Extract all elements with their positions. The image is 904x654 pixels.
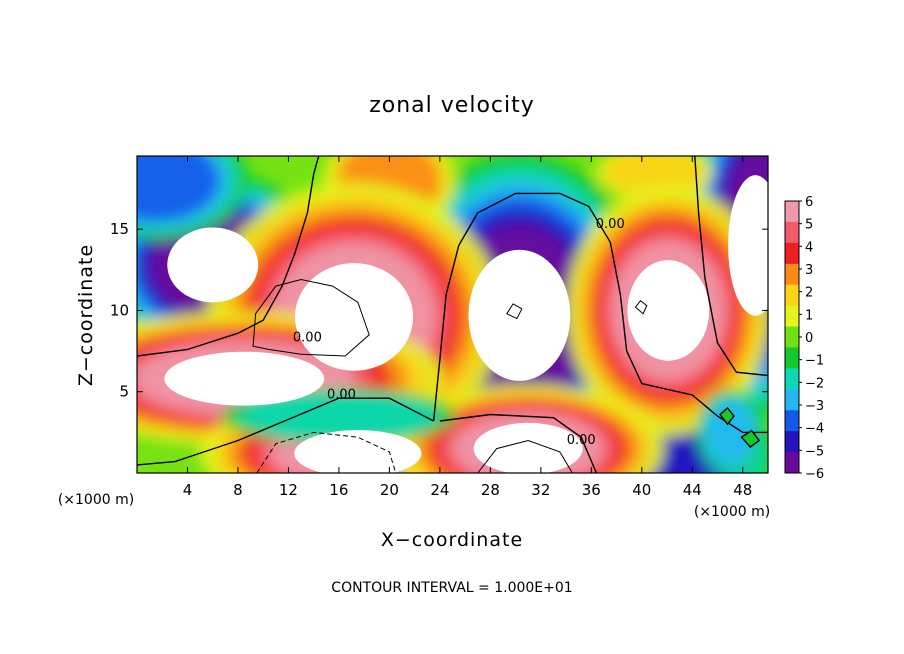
field-level [137, 156, 220, 222]
colorbar-swatch [785, 284, 799, 307]
out-of-range-core [728, 175, 768, 316]
colorbar-tick-label: 1 [805, 308, 813, 323]
zero-contour [432, 192, 768, 434]
x-tick-label: 44 [683, 481, 702, 499]
colorbar-tick-label: −5 [805, 444, 824, 459]
colorbar-tick-label: 6 [805, 195, 813, 210]
colorbar-swatch [785, 263, 799, 286]
plot-area: 0.00 0.00 0.00 0.00 [136, 155, 769, 474]
x-tick-label: 24 [430, 481, 449, 499]
x-tick-label: 40 [632, 481, 651, 499]
out-of-range-core [164, 351, 325, 406]
contour-label: 0.00 [596, 217, 625, 232]
field-level [237, 391, 440, 441]
colorbar-swatch [785, 431, 799, 453]
field-feature [137, 156, 250, 241]
out-of-range-core [294, 430, 422, 473]
contour-interval-note: CONTOUR INTERVAL = 1.000E+01 [331, 580, 572, 596]
y-tick-label: 15 [110, 220, 129, 238]
x-tick-label: 12 [279, 481, 298, 499]
plot-frame [136, 155, 769, 474]
colorbar-swatch [785, 389, 799, 411]
contour-loop [506, 303, 523, 320]
contour-label: 0.00 [293, 331, 322, 346]
contour-loop [740, 429, 761, 448]
x-axis: 4 8 12 16 20 24 28 32 36 40 44 48 [183, 156, 752, 499]
colorbar-tick-label: −3 [805, 399, 824, 414]
zero-contour [439, 413, 598, 473]
colorbar-tick-label: −4 [805, 422, 824, 437]
contour-loop [252, 278, 370, 357]
colorbar-tick-label: −1 [805, 354, 824, 369]
x-unit-label: (×1000 m) [694, 504, 770, 520]
colorbar-swatch [785, 347, 799, 369]
x-tick-label: 8 [233, 481, 243, 499]
y-tick-label: 10 [110, 301, 129, 319]
velocity-field [137, 156, 768, 473]
zero-contour [137, 156, 320, 357]
x-tick-label: 48 [733, 481, 752, 499]
colorbar-tick-label: 4 [805, 240, 813, 255]
contour-loop [634, 299, 648, 315]
colorbar-swatch [785, 221, 799, 244]
out-of-range-core [627, 260, 710, 361]
colorbar-tick-label: 3 [805, 263, 813, 278]
chart-title: zonal velocity [369, 93, 535, 118]
x-tick-label: 20 [380, 481, 399, 499]
zero-contour [137, 397, 434, 466]
colorbar-swatch [785, 305, 799, 328]
out-of-range-core [295, 263, 414, 371]
out-of-range-core [167, 227, 259, 303]
contour-labels: 0.00 0.00 0.00 0.00 [293, 217, 625, 448]
colorbar-swatch [785, 242, 799, 265]
x-axis-label: X−coordinate [381, 529, 523, 551]
y-unit-label: (×1000 m) [58, 492, 134, 508]
x-tick-label: 4 [183, 481, 193, 499]
negative-contour [256, 431, 397, 473]
contour-label: 0.00 [567, 433, 596, 448]
contour-label: 0.00 [327, 387, 356, 402]
colorbar-swatch [785, 326, 799, 348]
out-of-range-core [473, 422, 583, 473]
colorbar-tick-label: 2 [805, 286, 813, 301]
y-tick-label: 5 [119, 383, 129, 401]
colorbar-swatch [785, 201, 799, 223]
field-core-layer [164, 175, 768, 473]
field-feature [696, 389, 764, 473]
contour-loop [719, 406, 735, 426]
colorbar-tick-label: −6 [805, 467, 824, 482]
y-axis: 5 10 15 [110, 220, 768, 401]
colorbar-tick-label: 5 [805, 218, 813, 233]
y-axis-label: Z−coordinate [75, 244, 97, 386]
colorbar-swatch [785, 368, 799, 390]
x-tick-label: 28 [481, 481, 500, 499]
x-tick-label: 16 [329, 481, 348, 499]
x-tick-label: 32 [531, 481, 550, 499]
zero-contour [694, 156, 768, 377]
colorbar: 6 5 4 3 2 1 0 −1 −2 −3 −4 −5 −6 [784, 195, 824, 482]
colorbar-tick-label: 0 [805, 331, 813, 346]
colorbar-swatch [785, 410, 799, 432]
x-tick-label: 36 [582, 481, 601, 499]
colorbar-swatch [785, 452, 799, 474]
colorbar-tick-label: −2 [805, 376, 824, 391]
contour-loop [477, 439, 573, 473]
out-of-range-core [468, 249, 571, 381]
contour-lines [137, 156, 768, 473]
